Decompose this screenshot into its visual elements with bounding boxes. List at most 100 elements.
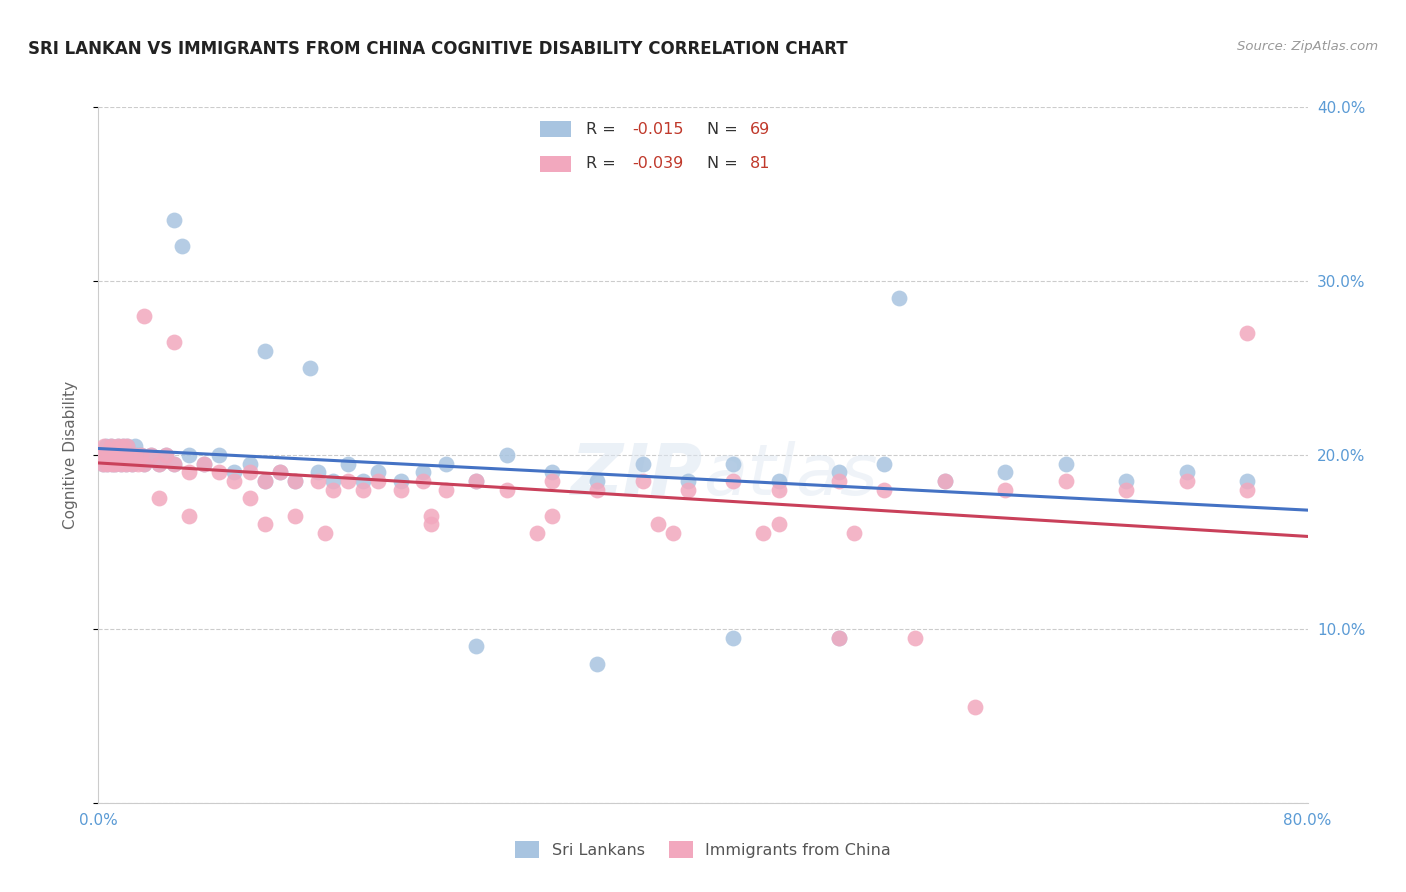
Point [844,526,866,541]
Point [110,457,132,471]
Point [434,483,457,497]
Point [676,474,699,488]
Point [307,474,329,488]
Point [118,448,141,462]
Point [1236,483,1258,497]
Point [141,448,163,462]
Text: SRI LANKAN VS IMMIGRANTS FROM CHINA COGNITIVE DISABILITY CORRELATION CHART: SRI LANKAN VS IMMIGRANTS FROM CHINA COGN… [28,40,848,58]
Point [1054,457,1077,471]
Point [676,483,699,497]
Point [94,439,117,453]
Point [105,448,128,462]
Point [586,483,609,497]
Point [104,457,127,471]
Point [127,457,149,471]
Point [105,448,128,462]
Point [723,631,745,645]
Point [465,474,488,488]
Point [163,213,186,227]
Text: R =: R = [586,121,621,136]
Point [586,474,609,488]
Point [193,457,215,471]
Point [586,657,609,671]
Point [307,466,329,480]
Point [904,631,927,645]
Point [124,439,146,453]
Text: N =: N = [707,156,742,171]
Point [367,466,389,480]
Point [269,466,291,480]
Point [434,457,457,471]
Point [994,483,1017,497]
Point [103,448,125,462]
Point [367,474,389,488]
Point [208,448,231,462]
Point [118,448,141,462]
Point [284,474,307,488]
Point [965,700,987,714]
Point [104,457,127,471]
Point [103,448,125,462]
Text: ZIP: ZIP [571,442,703,510]
Point [98,448,121,462]
Point [107,439,129,453]
Point [121,457,143,471]
Point [389,474,412,488]
Point [155,448,177,462]
Point [179,508,201,523]
Text: Source: ZipAtlas.com: Source: ZipAtlas.com [1237,40,1378,54]
Point [420,517,443,532]
Point [934,474,956,488]
Text: 81: 81 [749,156,770,171]
Point [100,439,122,453]
Point [124,448,146,462]
Point [96,457,118,471]
Point [768,474,790,488]
Point [114,457,136,471]
Point [163,334,186,349]
Point [253,517,276,532]
Point [873,457,896,471]
Point [1175,474,1198,488]
Text: N =: N = [707,121,742,136]
Point [224,474,246,488]
Point [540,474,562,488]
Point [352,474,374,488]
Point [873,483,896,497]
Point [322,474,344,488]
Point [1115,474,1137,488]
Point [284,474,307,488]
Point [91,457,114,471]
Point [889,291,911,305]
Point [269,466,291,480]
Point [284,508,307,523]
Text: -0.015: -0.015 [633,121,683,136]
Point [412,474,434,488]
Point [108,448,131,462]
Point [239,466,262,480]
Point [127,448,149,462]
Point [224,466,246,480]
Point [148,457,170,471]
Point [828,466,851,480]
Point [253,474,276,488]
Point [111,439,134,453]
Y-axis label: Cognitive Disability: Cognitive Disability [63,381,77,529]
Point [129,448,152,462]
Text: R =: R = [586,156,621,171]
Point [155,448,177,462]
Point [1236,326,1258,340]
Point [631,457,654,471]
Point [768,517,790,532]
Point [540,466,562,480]
Point [179,466,201,480]
Point [141,448,163,462]
Point [93,439,115,453]
Point [129,448,152,462]
Point [495,448,517,462]
Point [647,517,669,532]
Point [163,457,186,471]
Point [661,526,683,541]
Point [170,239,193,253]
Point [91,457,114,471]
